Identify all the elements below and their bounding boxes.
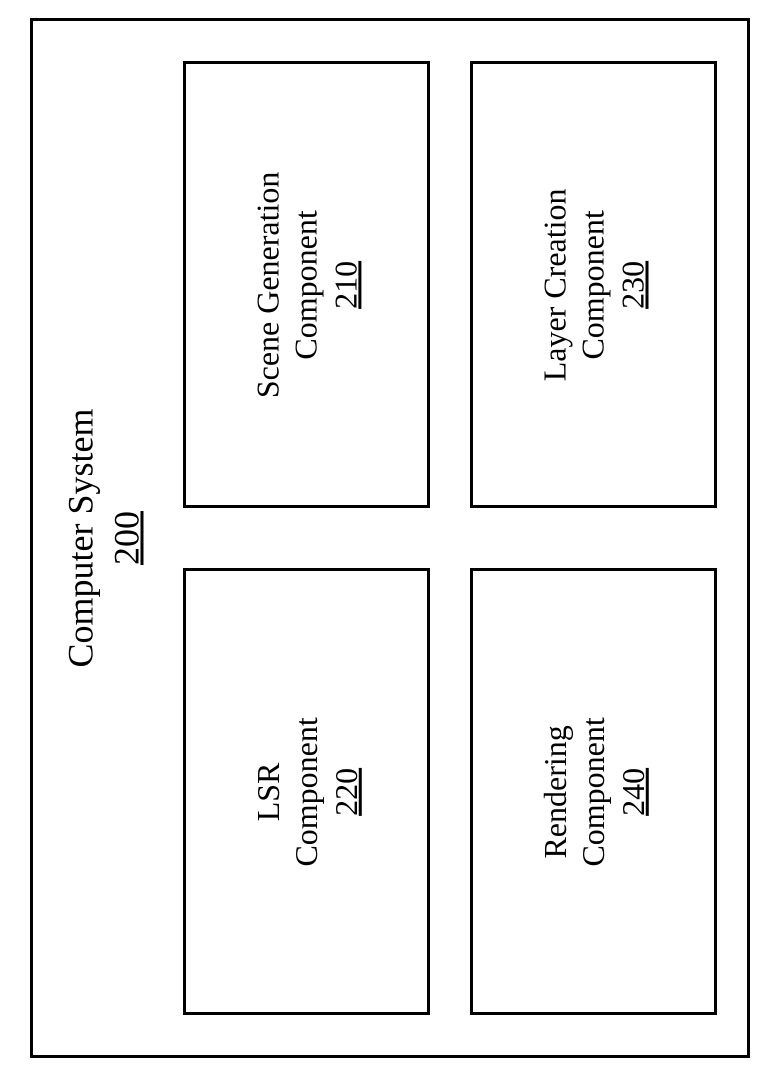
system-title: Computer System 200 [59,409,147,668]
component-ref: 230 [614,188,651,381]
title-ref: 200 [105,409,147,668]
component-line1: Rendering [536,717,574,866]
components-grid: Scene Generation Component 210 Layer Cre… [173,21,747,1055]
component-line2: Component [574,717,612,866]
component-line2: Component [287,171,325,398]
component-layer-creation: Layer Creation Component 230 [470,61,717,508]
component-label: Layer Creation Component 230 [536,188,652,381]
component-ref: 240 [614,717,651,866]
component-lsr: LSR Component 220 [183,568,430,1015]
title-text: Computer System [59,409,101,668]
component-line1: Layer Creation [536,188,574,381]
component-rendering: Rendering Component 240 [470,568,717,1015]
component-label: Rendering Component 240 [536,717,652,866]
component-line1: Scene Generation [249,171,287,398]
component-label: LSR Component 220 [249,717,365,866]
component-ref: 210 [327,171,364,398]
component-line2: Component [574,188,612,381]
component-label: Scene Generation Component 210 [249,171,365,398]
system-frame: Computer System 200 Scene Generation Com… [30,18,750,1058]
component-ref: 220 [327,717,364,866]
component-line2: Component [287,717,325,866]
title-section: Computer System 200 [33,21,173,1055]
component-line1: LSR [249,717,287,866]
component-scene-generation: Scene Generation Component 210 [183,61,430,508]
